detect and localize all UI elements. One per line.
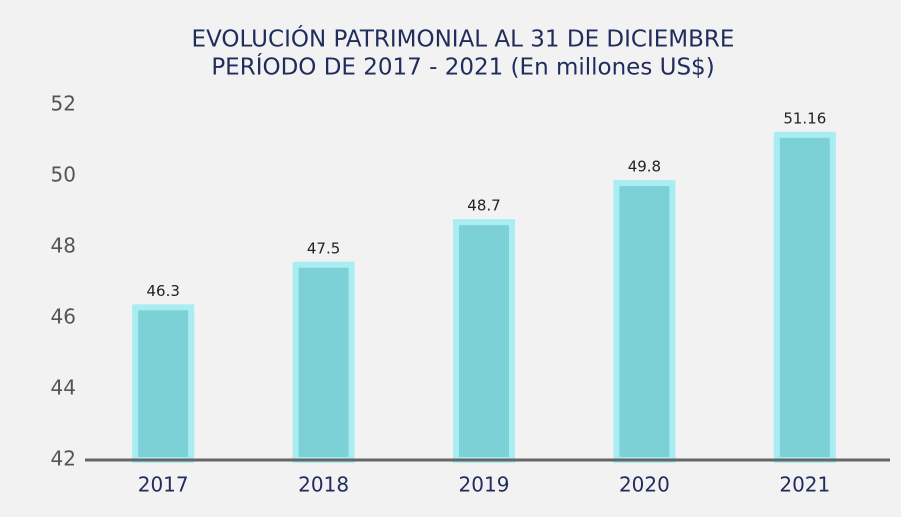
y-tick-label: 52 — [51, 92, 76, 116]
data-label: 49.8 — [628, 158, 661, 176]
bar — [132, 304, 195, 463]
y-tick-label: 46 — [51, 305, 76, 329]
x-tick-label: 2018 — [298, 473, 349, 497]
chart-title: EVOLUCIÓN PATRIMONIAL AL 31 DE DICIEMBRE — [192, 25, 735, 53]
data-label: 47.5 — [307, 239, 340, 257]
y-tick-label: 48 — [51, 234, 76, 258]
y-tick-label: 42 — [51, 447, 76, 471]
x-tick-label: 2019 — [459, 473, 510, 497]
bar — [292, 261, 355, 463]
x-tick-label: 2020 — [619, 473, 670, 497]
bar — [453, 219, 515, 463]
x-tick-label: 2021 — [779, 473, 830, 497]
x-tick-label: 2017 — [138, 473, 189, 497]
y-tick-label: 44 — [51, 376, 76, 400]
y-tick-label: 50 — [51, 163, 76, 187]
bar — [613, 180, 676, 463]
data-label: 46.3 — [146, 282, 179, 300]
data-label: 51.16 — [783, 109, 826, 127]
chart-subtitle: PERÍODO DE 2017 - 2021 (En millones US$) — [211, 53, 714, 81]
bar — [773, 131, 836, 463]
data-label: 48.7 — [467, 197, 500, 215]
